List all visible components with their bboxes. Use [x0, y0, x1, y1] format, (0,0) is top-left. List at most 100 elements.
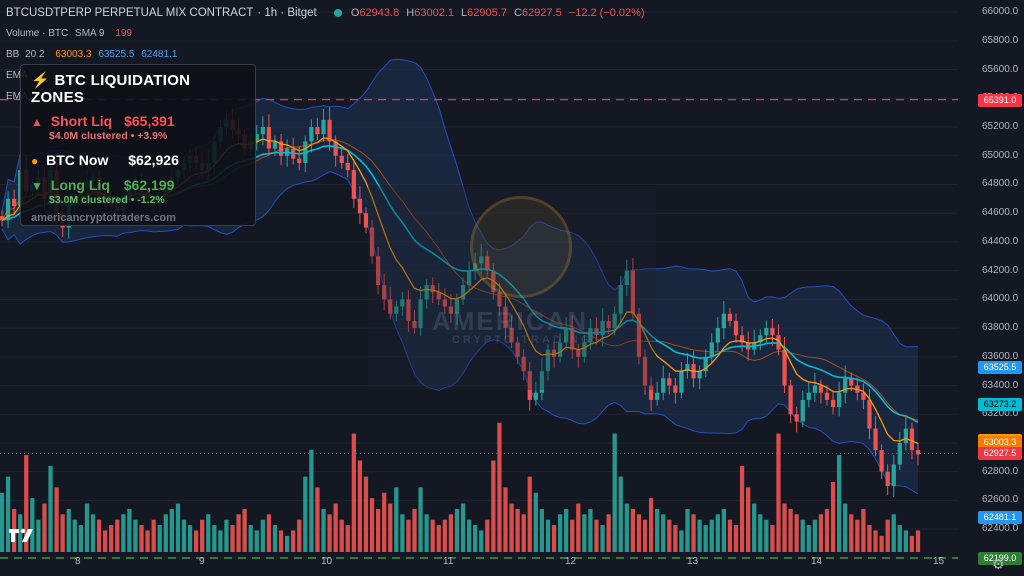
volume-bar [133, 519, 138, 552]
volume-bar [230, 525, 235, 552]
candle-body [697, 371, 702, 379]
volume-bar [260, 519, 265, 552]
bb-legend[interactable]: BB 20 2 63003.3 63525.5 62481.1 [6, 49, 177, 60]
volume-bar [721, 508, 727, 552]
volume-bar [157, 525, 162, 552]
tradingview-logo-icon[interactable] [6, 524, 36, 546]
volume-bar [752, 503, 757, 552]
candle-body [903, 428, 908, 443]
volume-bar [843, 503, 848, 552]
candle-body [254, 134, 259, 142]
volume-bar [382, 492, 387, 552]
candle-body [551, 349, 557, 357]
volume-bar [855, 519, 860, 552]
volume-bar [181, 519, 187, 552]
ohlc-high-label: H [406, 7, 415, 19]
candle-body [612, 313, 617, 329]
volume-bar [733, 525, 739, 552]
volume-bar [770, 525, 775, 552]
volume-bar [606, 514, 611, 552]
volume-bar [175, 503, 181, 552]
symbol-name[interactable]: BTCUSDTPERP PERPETUAL MIX CONTRACT [6, 7, 254, 19]
candle-body [260, 127, 265, 135]
candle-body [776, 335, 781, 350]
price-tag: 63003.3 [978, 436, 1022, 450]
volume-bar [78, 525, 83, 552]
time-tick-label: 12 [565, 556, 577, 567]
volume-value: 199 [115, 28, 132, 39]
candle-body [679, 371, 684, 393]
candle-body [667, 378, 672, 386]
volume-label: Volume · BTC [6, 28, 69, 39]
volume-sma: SMA 9 [75, 28, 105, 39]
bb-label: BB [6, 49, 20, 60]
volume-bar [54, 487, 59, 552]
symbol-header[interactable]: BTCUSDTPERP PERPETUAL MIX CONTRACT · 1h ·… [6, 6, 649, 20]
price-tick-label: 66000.0 [982, 6, 1019, 18]
price-tag: 65391.0 [978, 93, 1022, 107]
candle-body [849, 378, 854, 386]
candle-body [327, 119, 332, 142]
volume-bar [84, 503, 90, 552]
candle-body [891, 464, 896, 487]
volume-bar [837, 455, 842, 552]
volume-bar [327, 514, 332, 552]
ohlc-change: −12.2 (−0.02%) [568, 7, 645, 19]
candle-body [382, 285, 387, 300]
price-tick-label: 64600.0 [982, 207, 1019, 219]
volume-bar [460, 503, 466, 552]
volume-legend[interactable]: Volume · BTC SMA 9 199 [6, 28, 132, 39]
volume-bar [321, 508, 326, 552]
volume-bar [66, 508, 71, 552]
volume-bar [169, 508, 174, 552]
volume-bar [521, 514, 526, 552]
volume-bar [412, 508, 417, 552]
candle-body [442, 299, 447, 307]
bb-basis: 63003.3 [55, 49, 92, 60]
volume-bar [278, 530, 284, 552]
volume-bar [375, 508, 381, 552]
candle-body [721, 313, 727, 329]
candle-body [897, 442, 902, 465]
price-tick-label: 64800.0 [982, 178, 1019, 190]
volume-bar [448, 514, 454, 552]
time-tick-label: 10 [321, 556, 333, 567]
volume-bar [612, 433, 617, 552]
volume-bar [879, 535, 884, 552]
candle-body [509, 328, 514, 343]
candle-body [794, 414, 799, 422]
candle-body [424, 285, 429, 300]
interval-exchange[interactable]: · 1h · Bitget [257, 7, 317, 19]
volume-bar [248, 525, 253, 552]
candle-body [345, 162, 350, 171]
short-liq-row: ▲ Short Liq $65,391 [31, 113, 245, 129]
settings-gear-icon[interactable]: ⚙ [992, 556, 1005, 572]
time-tick-label: 14 [811, 556, 823, 567]
market-status-icon [333, 9, 342, 18]
volume-bar [782, 503, 787, 552]
volume-bar [673, 525, 678, 552]
volume-bar [897, 525, 902, 552]
long-liq-value: $62,199 [123, 177, 175, 193]
volume-bar [193, 530, 199, 552]
candle-body [867, 399, 872, 429]
volume-bar [679, 530, 684, 552]
volume-bar [915, 530, 921, 552]
ema-legend-2[interactable]: EMA [6, 91, 28, 102]
candle-body [278, 141, 284, 156]
price-tick-label: 63600.0 [982, 350, 1019, 362]
short-liq-detail: $4.0M clustered • +3.9% [49, 130, 168, 142]
candle-body [909, 428, 915, 451]
liquidation-zones-panel: ⚡ BTC LIQUIDATION ZONES ▲ Short Liq $65,… [20, 64, 256, 226]
volume-bar [163, 514, 168, 552]
volume-bar [594, 519, 599, 552]
volume-bar [303, 476, 308, 552]
price-tick-label: 64000.0 [982, 293, 1019, 305]
candle-body [788, 385, 793, 415]
candle-body [824, 392, 830, 400]
ema-legend-1[interactable]: EMA [6, 70, 28, 81]
volume-bar [600, 525, 605, 552]
candle-body [770, 328, 775, 336]
long-liq-label: Long Liq [50, 177, 110, 193]
price-tag: 63273.2 [978, 397, 1022, 411]
